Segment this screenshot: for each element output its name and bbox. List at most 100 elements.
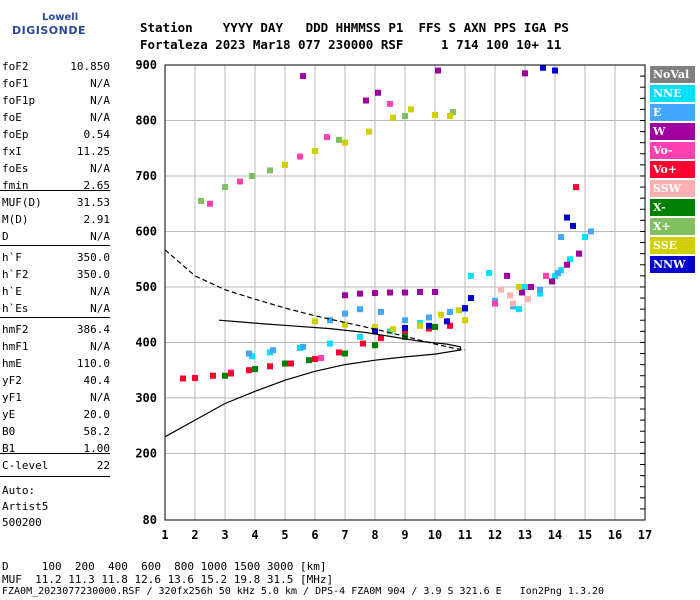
- param-value: N/A: [90, 111, 110, 124]
- echo-point: [558, 234, 564, 241]
- echo-point: [504, 272, 510, 279]
- autoscaling-line-2: Artist5: [2, 500, 49, 513]
- param-name: foEs: [2, 162, 29, 175]
- profile-dashed-line: [164, 249, 466, 351]
- legend-item: X-: [650, 199, 695, 216]
- echo-point: [306, 357, 312, 364]
- height-profile: [164, 249, 466, 438]
- x-tick-label: 7: [341, 528, 348, 542]
- echo-point: [357, 290, 363, 297]
- y-tick-label: 300: [135, 391, 157, 405]
- echo-point: [252, 366, 258, 373]
- echo-point: [297, 153, 303, 160]
- echo-point: [222, 184, 228, 191]
- echo-point: [528, 283, 534, 290]
- param-name: foF2: [2, 60, 29, 73]
- legend-item: Vo+: [650, 161, 695, 178]
- param-name: foEp: [2, 128, 29, 141]
- echo-point: [387, 100, 393, 107]
- distance-row: D 100 200 400 600 800 1000 1500 3000 [km…: [2, 560, 327, 573]
- echo-point: [300, 343, 306, 350]
- param-name: C-level: [2, 459, 49, 472]
- echo-point: [180, 375, 186, 382]
- echo-point: [537, 290, 543, 297]
- echo-point: [462, 317, 468, 324]
- echo-point: [576, 250, 582, 257]
- echo-point: [282, 360, 288, 367]
- x-tick-label: 11: [458, 528, 472, 542]
- x-tick-label: 6: [311, 528, 318, 542]
- param-value: 350.0: [76, 251, 110, 264]
- echo-point: [327, 317, 333, 324]
- x-tick-label: 9: [401, 528, 408, 542]
- echo-point: [390, 326, 396, 333]
- echo-point: [537, 286, 543, 293]
- x-tick-label: 12: [488, 528, 502, 542]
- param-name: foF1p: [2, 94, 36, 107]
- echo-point: [207, 200, 213, 207]
- echo-point: [312, 148, 318, 155]
- x-tick-label: 5: [281, 528, 288, 542]
- echo-point: [318, 354, 324, 361]
- param-value: 386.4: [76, 323, 110, 336]
- param-value: N/A: [90, 162, 110, 175]
- echo-point: [468, 295, 474, 302]
- echo-point: [324, 134, 330, 141]
- param-row: foF2 10.850: [2, 60, 110, 77]
- file-info: FZA0M_2023077230000.RSF / 320fx256h 50 k…: [2, 586, 605, 597]
- echo-point: [342, 139, 348, 146]
- echo-point: [372, 342, 378, 349]
- param-value: N/A: [90, 94, 110, 107]
- echo-point: [402, 329, 408, 336]
- echo-point: [564, 261, 570, 268]
- echo-point: [570, 222, 576, 229]
- param-row: foE N/A: [2, 111, 110, 128]
- echo-point: [426, 322, 432, 329]
- y-tick-label: 800: [135, 113, 157, 127]
- echo-point: [492, 300, 498, 307]
- param-row: h`F2 350.0: [2, 268, 110, 285]
- echo-point: [498, 286, 504, 293]
- echo-point: [573, 184, 579, 191]
- autoscaling-line-3: 500200: [2, 516, 42, 529]
- echo-point: [402, 289, 408, 296]
- echo-point: [192, 374, 198, 381]
- echo-point: [549, 278, 555, 285]
- param-row: B0 58.2: [2, 425, 110, 442]
- param-row: fmin 2.65: [2, 179, 110, 196]
- echo-point: [342, 321, 348, 328]
- param-row: yE 20.0: [2, 408, 110, 425]
- echo-point: [507, 292, 513, 299]
- echo-point: [516, 283, 522, 290]
- x-tick-label: 8: [371, 528, 378, 542]
- echo-point: [342, 350, 348, 357]
- echo-point: [417, 288, 423, 295]
- param-name: foE: [2, 111, 22, 124]
- echo-point: [552, 67, 558, 74]
- param-name: B1: [2, 442, 16, 455]
- echo-point: [357, 333, 363, 340]
- param-value: 2.91: [83, 213, 111, 226]
- x-tick-label: 2: [191, 528, 198, 542]
- param-name: D: [2, 230, 9, 243]
- echo-point: [486, 270, 492, 277]
- param-value: N/A: [90, 340, 110, 353]
- param-name: h`E: [2, 285, 22, 298]
- param-row: hmF1 N/A: [2, 340, 110, 357]
- echo-point: [402, 317, 408, 324]
- echo-point: [510, 300, 516, 307]
- param-value: 22: [96, 459, 110, 472]
- echo-point: [228, 370, 234, 377]
- x-tick-label: 10: [428, 528, 442, 542]
- param-name: hmE: [2, 357, 22, 370]
- echo-point: [447, 308, 453, 315]
- echo-point: [327, 340, 333, 347]
- echo-point: [222, 372, 228, 379]
- param-row: hmF2 386.4: [2, 323, 110, 340]
- echo-point: [372, 290, 378, 297]
- header-line-1: Station YYYY DAY DDD HHMMSS P1 FFS S AXN…: [140, 20, 569, 35]
- y-tick-label: 900: [135, 58, 157, 72]
- echo-point: [336, 349, 342, 356]
- echo-point: [540, 64, 546, 71]
- x-tick-label: 3: [221, 528, 228, 542]
